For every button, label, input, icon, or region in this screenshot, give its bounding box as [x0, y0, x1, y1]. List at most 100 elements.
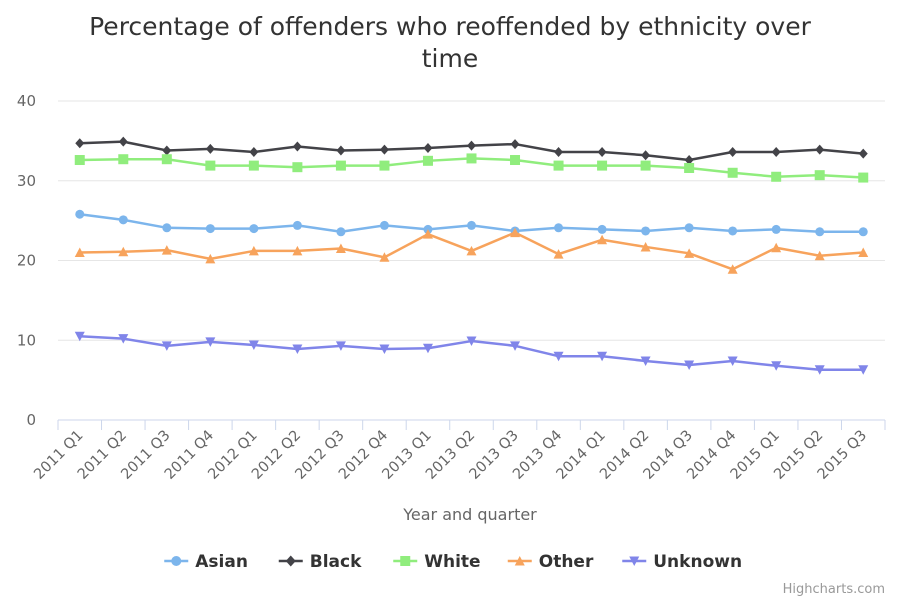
data-point-black [597, 147, 607, 158]
legend-item-black[interactable]: Black [278, 552, 362, 572]
legend-item-unknown[interactable]: Unknown [622, 552, 742, 572]
data-point-black [467, 140, 476, 151]
data-point-unknown [597, 351, 608, 362]
data-point-black [510, 139, 520, 150]
data-point-black [75, 138, 85, 149]
legend-label: Unknown [653, 552, 742, 572]
data-point-asian [728, 226, 738, 236]
data-point-asian [292, 220, 302, 230]
legend-label: Black [310, 552, 362, 572]
data-point-white [771, 171, 782, 182]
data-point-other [684, 248, 695, 258]
data-point-white [553, 160, 564, 171]
legend-label: Asian [195, 552, 248, 572]
data-point-black [684, 155, 694, 166]
legend-item-white[interactable]: White [393, 552, 481, 572]
data-point-other [510, 227, 521, 238]
data-point-white [292, 162, 303, 173]
data-point-white [161, 154, 172, 165]
data-point-other [466, 245, 477, 256]
data-point-other [640, 241, 651, 252]
data-point-other [422, 229, 433, 239]
data-point-black [118, 136, 128, 147]
data-point-asian [75, 209, 85, 219]
data-point-black [292, 141, 302, 152]
data-point-unknown [335, 341, 346, 351]
data-point-white [727, 167, 738, 178]
series-white[interactable] [74, 153, 869, 183]
data-point-unknown [510, 341, 521, 351]
data-point-white [858, 172, 869, 183]
data-point-unknown [771, 361, 782, 371]
data-point-other [553, 249, 564, 259]
legend-item-asian[interactable]: Asian [164, 552, 248, 572]
data-point-asian [336, 227, 346, 237]
data-point-unknown [640, 356, 651, 366]
data-point-asian [118, 215, 128, 225]
data-point-black [771, 147, 781, 158]
data-point-other [74, 247, 85, 258]
legend-label: Other [539, 552, 594, 572]
data-point-other [814, 250, 825, 261]
legend-item-other[interactable]: Other [507, 552, 594, 572]
y-tick-label: 40 [17, 92, 36, 110]
data-point-asian [858, 227, 868, 237]
data-point-unknown [553, 351, 564, 362]
data-point-asian [379, 220, 389, 230]
data-point-white [205, 160, 216, 171]
data-point-asian [684, 223, 694, 233]
x-axis [57, 419, 886, 430]
legend-symbol [629, 556, 640, 566]
data-point-white [640, 160, 651, 171]
x-axis-title: Year and quarter [402, 505, 537, 524]
data-point-unknown [118, 334, 129, 344]
data-point-black [249, 147, 259, 158]
data-point-white [684, 162, 695, 173]
data-point-black [858, 148, 868, 159]
legend-symbol [400, 556, 411, 566]
gridlines [58, 100, 885, 341]
data-point-white [466, 153, 477, 164]
data-point-unknown [74, 331, 85, 342]
data-point-black [728, 147, 738, 158]
data-point-unknown [248, 340, 259, 351]
data-point-unknown [292, 344, 303, 355]
series-other[interactable] [74, 227, 869, 274]
series-black[interactable] [75, 136, 868, 166]
data-point-black [815, 144, 825, 155]
data-point-white [814, 170, 825, 181]
series-asian[interactable] [75, 209, 868, 237]
data-point-white [422, 155, 433, 166]
data-point-unknown [205, 337, 216, 347]
y-tick-label: 30 [17, 172, 36, 190]
data-point-asian [249, 224, 259, 234]
legend-symbol [514, 556, 525, 566]
chart-title-line-1: Percentage of offenders who reoffended b… [89, 12, 811, 41]
series-group [74, 136, 869, 375]
legend-symbol [285, 555, 296, 567]
data-point-asian [205, 224, 215, 234]
data-point-white [74, 155, 85, 166]
data-point-black [379, 144, 389, 155]
legend-label: White [424, 552, 480, 572]
data-point-white [379, 160, 390, 171]
chart-title-line-2: time [422, 44, 478, 73]
y-axis-ticks: 0 10 20 30 40 [17, 92, 36, 429]
data-point-asian [554, 223, 564, 233]
data-point-black [423, 143, 433, 154]
data-point-black [641, 150, 651, 161]
data-point-other [248, 245, 259, 256]
data-point-other [727, 264, 738, 274]
data-point-white [248, 160, 259, 171]
credits-link[interactable]: Highcharts.com [783, 582, 885, 597]
y-tick-label: 20 [17, 252, 36, 270]
series-unknown[interactable] [74, 331, 869, 375]
data-point-white [335, 160, 346, 171]
data-point-asian [467, 220, 476, 230]
data-point-white [118, 154, 129, 165]
data-point-other [205, 253, 216, 264]
data-point-unknown [466, 336, 477, 347]
data-point-unknown [727, 356, 738, 366]
